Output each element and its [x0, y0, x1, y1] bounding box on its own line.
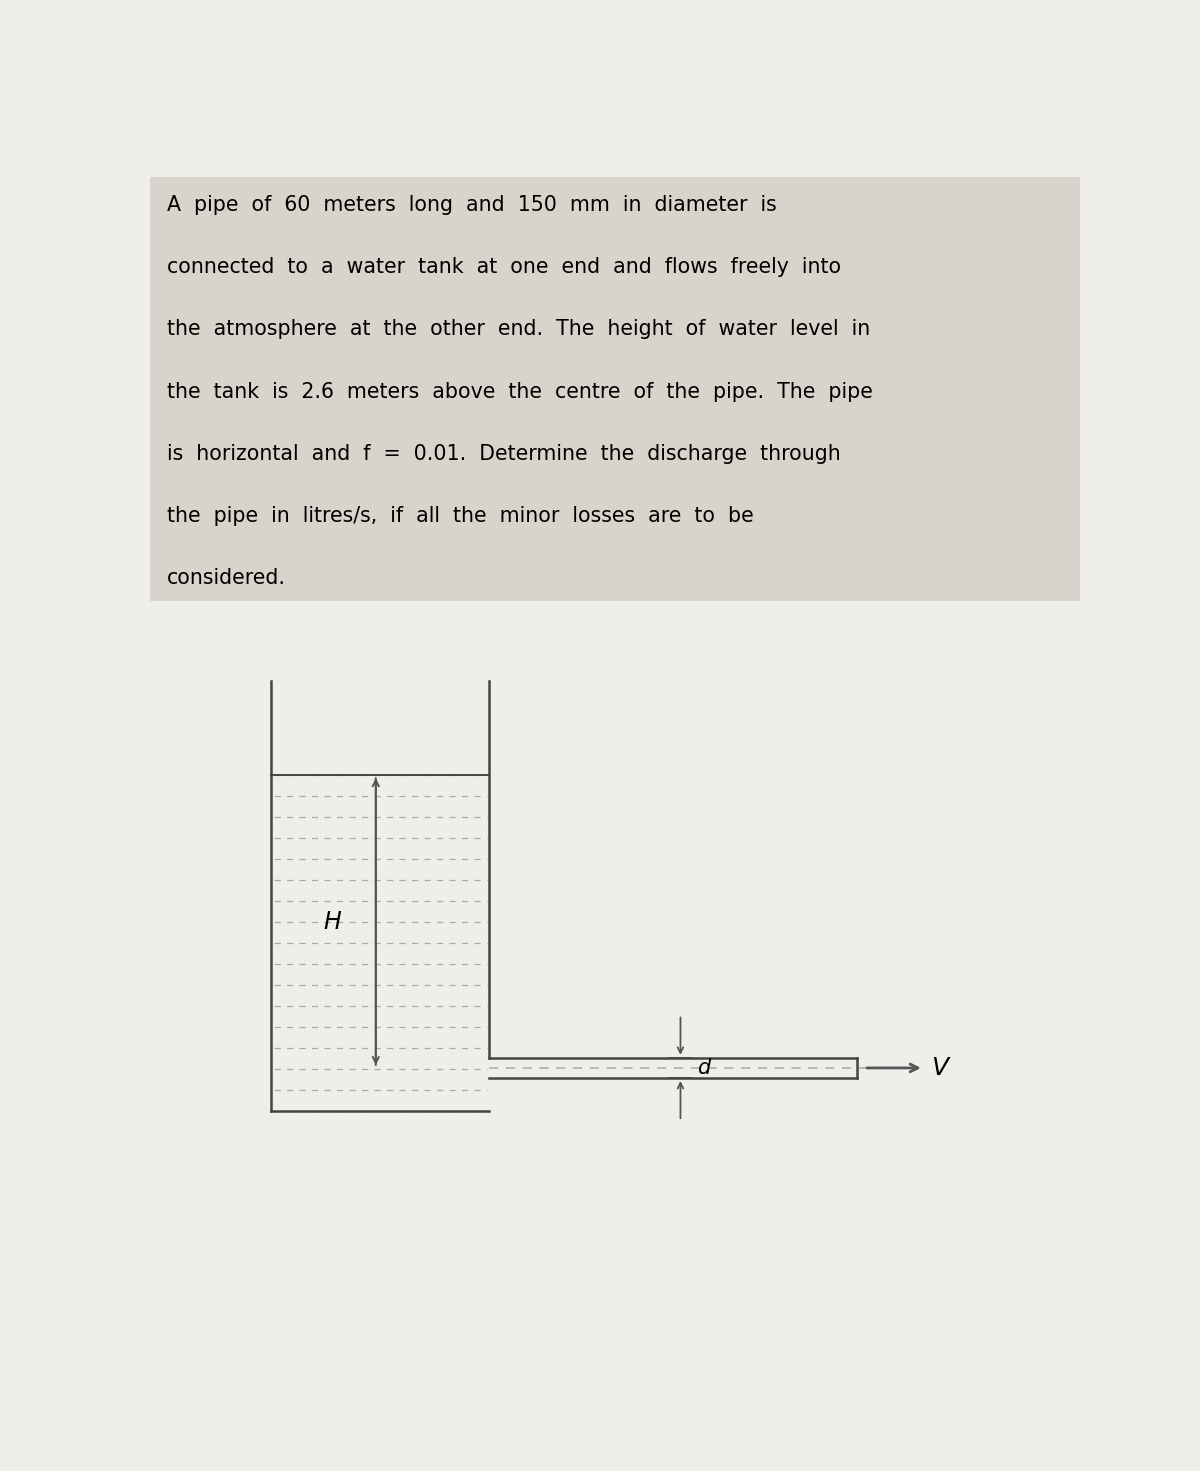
Text: is  horizontal  and  f  =  0.01.  Determine  the  discharge  through: is horizontal and f = 0.01. Determine th… [167, 444, 840, 463]
Bar [150, 177, 1080, 602]
Text: considered.: considered. [167, 568, 286, 588]
Text: A  pipe  of  60  meters  long  and  150  mm  in  diameter  is: A pipe of 60 meters long and 150 mm in d… [167, 194, 776, 215]
Text: the  pipe  in  litres/s,  if  all  the  minor  losses  are  to  be: the pipe in litres/s, if all the minor l… [167, 506, 754, 527]
Text: the  tank  is  2.6  meters  above  the  centre  of  the  pipe.  The  pipe: the tank is 2.6 meters above the centre … [167, 381, 872, 402]
Text: the  atmosphere  at  the  other  end.  The  height  of  water  level  in: the atmosphere at the other end. The hei… [167, 319, 870, 340]
Text: connected  to  a  water  tank  at  one  end  and  flows  freely  into: connected to a water tank at one end and… [167, 257, 841, 277]
Text: H: H [323, 909, 341, 934]
Text: d: d [697, 1058, 710, 1078]
Text: V: V [931, 1056, 948, 1080]
